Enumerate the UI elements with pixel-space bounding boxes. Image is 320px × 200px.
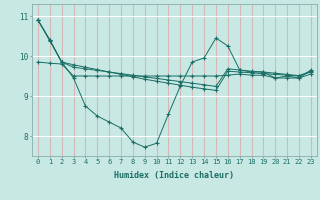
X-axis label: Humidex (Indice chaleur): Humidex (Indice chaleur)	[115, 171, 234, 180]
